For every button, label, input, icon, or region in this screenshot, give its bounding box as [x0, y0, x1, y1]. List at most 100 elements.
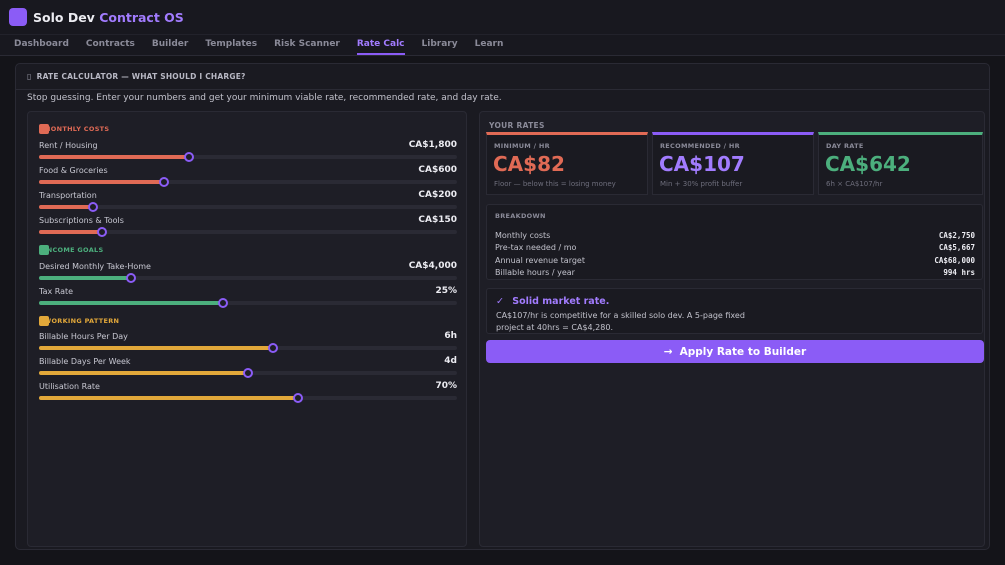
- breakdown-row: Monthly costs CA$2,750: [495, 231, 975, 240]
- top-bar: Solo Dev Contract OS: [0, 0, 1005, 34]
- apply-rate-button[interactable]: → Apply Rate to Builder: [486, 340, 984, 363]
- slider-handle[interactable]: [88, 202, 99, 212]
- app-name-accent: Contract OS: [99, 9, 184, 25]
- slider-label: Rent / Housing: [39, 141, 98, 150]
- breakdown-row: Billable hours / year 994 hrs: [495, 268, 975, 277]
- apply-rate-label: Apply Rate to Builder: [679, 345, 807, 358]
- tab-templates[interactable]: Templates: [205, 39, 258, 49]
- group-title-working-pattern: WORKING PATTERN: [39, 316, 122, 326]
- tab-dashboard[interactable]: Dashboard: [14, 39, 69, 49]
- slider-handle[interactable]: [125, 273, 136, 283]
- slider-track[interactable]: [39, 177, 457, 187]
- slider-track[interactable]: [39, 393, 457, 403]
- card-sub: Min + 30% profit buffer: [660, 180, 743, 188]
- slider-fill: [39, 180, 165, 184]
- slider-handle[interactable]: [268, 343, 279, 353]
- monthly-costs-icon: [39, 124, 49, 134]
- tab-learn[interactable]: Learn: [474, 39, 504, 49]
- slider-track[interactable]: [39, 343, 457, 353]
- card-value: CA$82: [493, 152, 565, 176]
- tab-rate-calc[interactable]: Rate Calc: [356, 39, 405, 55]
- check-icon: ✓: [496, 296, 504, 307]
- inputs-column: MONTHLY COSTS Rent / Housing CA$1,800 Fo…: [27, 111, 467, 547]
- slider-track[interactable]: [39, 298, 457, 308]
- panel-title: RATE CALCULATOR — WHAT SHOULD I CHARGE?: [36, 72, 246, 81]
- slider-track[interactable]: [39, 152, 457, 162]
- your-rates-label: YOUR RATES: [489, 121, 545, 130]
- slider-value: CA$200: [418, 190, 457, 200]
- breakdown-title: BREAKDOWN: [495, 212, 546, 220]
- slider-handle[interactable]: [217, 298, 228, 308]
- slider-track[interactable]: [39, 273, 457, 283]
- slider-handle[interactable]: [159, 177, 170, 187]
- breakdown-value: CA$5,667: [938, 243, 975, 252]
- income-goals-icon: [39, 245, 49, 255]
- group-title-income-goals: INCOME GOALS: [39, 245, 106, 255]
- slider-fill: [39, 205, 94, 209]
- verdict-box: ✓ Solid market rate. CA$107/hr is compet…: [486, 288, 983, 334]
- slider-track[interactable]: [39, 368, 457, 378]
- panel-header: ▯ RATE CALCULATOR — WHAT SHOULD I CHARGE…: [16, 64, 989, 90]
- card-label: MINIMUM / HR: [494, 142, 550, 150]
- tab-builder[interactable]: Builder: [151, 39, 189, 49]
- calculator-icon: ▯: [27, 72, 32, 81]
- slider-value: CA$600: [418, 165, 457, 175]
- tab-library[interactable]: Library: [421, 39, 458, 49]
- panel-intro: Stop guessing. Enter your numbers and ge…: [27, 93, 502, 103]
- slider-label: Billable Days Per Week: [39, 357, 131, 366]
- breakdown-row: Annual revenue target CA$68,000: [495, 256, 975, 265]
- working-pattern-icon: [39, 316, 49, 326]
- card-sub: 6h × CA$107/hr: [826, 180, 883, 188]
- verdict-title: ✓ Solid market rate.: [496, 296, 609, 307]
- tab-contracts[interactable]: Contracts: [85, 39, 135, 49]
- breakdown-value: 994 hrs: [943, 268, 975, 277]
- slider-value: 25%: [435, 286, 457, 296]
- slider-label: Desired Monthly Take-Home: [39, 262, 151, 271]
- card-value: CA$642: [825, 152, 911, 176]
- slider-value: CA$1,800: [408, 140, 457, 150]
- breakdown-value: CA$68,000: [934, 256, 975, 265]
- day-rate-card: DAY RATE CA$642 6h × CA$107/hr: [818, 132, 983, 195]
- breakdown-label: Monthly costs: [495, 231, 551, 240]
- slider-fill: [39, 155, 190, 159]
- slider-value: 4d: [444, 356, 457, 366]
- slider-handle[interactable]: [293, 393, 304, 403]
- slider-label: Billable Hours Per Day: [39, 332, 128, 341]
- verdict-body: CA$107/hr is competitive for a skilled s…: [496, 311, 745, 332]
- card-label: RECOMMENDED / HR: [660, 142, 740, 150]
- slider-handle[interactable]: [243, 368, 253, 378]
- slider-fill: [39, 301, 223, 305]
- breakdown-row: Pre-tax needed / mo CA$5,667: [495, 243, 975, 252]
- slider-value: 6h: [444, 331, 457, 341]
- slider-fill: [39, 371, 248, 375]
- card-sub: Floor — below this = losing money: [494, 180, 616, 188]
- app-logo-icon: [9, 8, 27, 26]
- slider-label: Food & Groceries: [39, 166, 108, 175]
- group-label: WORKING PATTERN: [44, 317, 120, 325]
- slider-fill: [39, 396, 299, 400]
- slider-fill: [39, 346, 274, 350]
- slider-label: Tax Rate: [39, 287, 74, 296]
- app-name: Solo Dev: [33, 9, 95, 25]
- slider-label: Transportation: [39, 191, 97, 200]
- card-label: DAY RATE: [826, 142, 864, 150]
- card-value: CA$107: [659, 152, 745, 176]
- group-label: MONTHLY COSTS: [44, 125, 110, 133]
- results-column: YOUR RATES MINIMUM / HR CA$82 Floor — be…: [479, 111, 985, 547]
- slider-handle[interactable]: [184, 152, 195, 162]
- slider-track[interactable]: [39, 202, 457, 212]
- breakdown-box: BREAKDOWN Monthly costs CA$2,750 Pre-tax…: [486, 204, 983, 280]
- slider-label: Utilisation Rate: [39, 382, 100, 391]
- arrow-right-icon: →: [663, 345, 673, 358]
- verdict-heading: Solid market rate.: [512, 296, 610, 307]
- slider-fill: [39, 230, 102, 234]
- breakdown-label: Billable hours / year: [495, 268, 575, 277]
- slider-value: CA$4,000: [408, 261, 457, 271]
- slider-handle[interactable]: [96, 227, 107, 237]
- tab-risk-scanner[interactable]: Risk Scanner: [274, 39, 340, 49]
- slider-track[interactable]: [39, 227, 457, 237]
- minimum-rate-card: MINIMUM / HR CA$82 Floor — below this = …: [486, 132, 648, 195]
- recommended-rate-card: RECOMMENDED / HR CA$107 Min + 30% profit…: [652, 132, 814, 195]
- slider-value: 70%: [435, 381, 457, 391]
- slider-value: CA$150: [418, 215, 457, 225]
